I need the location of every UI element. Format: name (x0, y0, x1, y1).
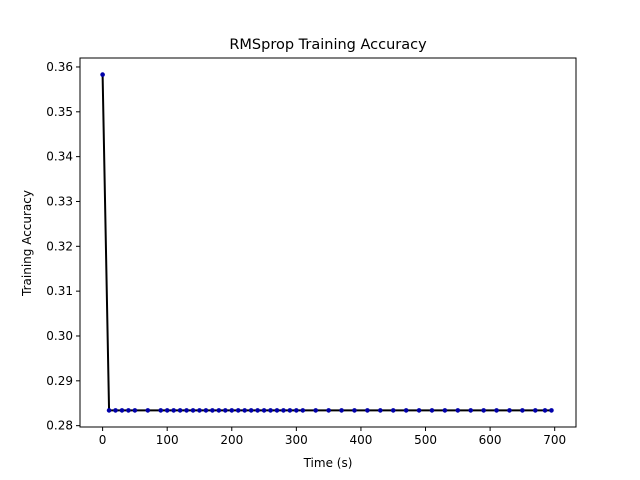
data-point (378, 408, 383, 413)
data-point (126, 408, 131, 413)
data-point (177, 408, 183, 413)
data-point (281, 408, 286, 413)
data-point (455, 408, 461, 413)
data-point (242, 408, 247, 413)
x-tick-label: 400 (349, 433, 372, 447)
data-point (365, 408, 370, 413)
data-point (261, 408, 267, 413)
data-point (274, 408, 280, 413)
data-point (216, 408, 222, 413)
data-point (223, 408, 228, 413)
data-point (326, 408, 331, 413)
x-tick-label: 300 (285, 433, 308, 447)
y-tick-label: 0.35 (46, 105, 73, 119)
chart-title: RMSprop Training Accuracy (229, 37, 427, 53)
y-tick-label: 0.31 (46, 284, 73, 298)
data-point (507, 408, 512, 413)
data-point (494, 408, 499, 413)
y-tick-label: 0.32 (46, 239, 73, 253)
x-tick-label: 200 (220, 433, 243, 447)
y-tick-label: 0.30 (46, 329, 73, 343)
data-point (255, 408, 260, 413)
data-point (203, 408, 209, 413)
data-point (164, 408, 170, 413)
data-point (533, 408, 538, 413)
y-tick-label: 0.28 (46, 419, 73, 433)
data-point (100, 72, 105, 77)
data-point (313, 408, 319, 413)
data-point (542, 408, 548, 413)
data-point (210, 408, 215, 413)
data-point (106, 408, 112, 413)
plot-frame (79, 57, 577, 428)
data-point (403, 408, 409, 413)
data-point (468, 408, 474, 413)
data-point (416, 408, 422, 413)
y-tick-label: 0.33 (46, 194, 73, 208)
data-point (229, 408, 235, 413)
data-point (113, 408, 118, 413)
data-point (145, 408, 151, 413)
x-tick-label: 100 (156, 433, 179, 447)
y-tick-label: 0.29 (46, 374, 73, 388)
data-point (442, 408, 448, 413)
x-tick-label: 700 (543, 433, 566, 447)
y-axis: 0.28 0.29 0.30 0.31 0.32 0.33 0.34 0.35 0.36 (46, 60, 80, 433)
data-point (197, 408, 202, 413)
data-point (300, 408, 306, 413)
data-point (390, 408, 396, 413)
x-tick-label: 500 (414, 433, 437, 447)
data-point (184, 408, 189, 413)
data-point (248, 408, 254, 413)
data-point (190, 408, 196, 413)
x-axis-label: Time (s) (303, 456, 353, 470)
data-point (235, 408, 241, 413)
data-point (352, 408, 357, 413)
x-tick-label: 0 (99, 433, 107, 447)
data-point (294, 408, 299, 413)
series-layer (100, 72, 554, 413)
data-point (268, 408, 273, 413)
data-point (171, 408, 176, 413)
data-point (287, 408, 293, 413)
data-point (132, 408, 138, 413)
data-point (520, 408, 525, 413)
x-axis: 0 100 200 300 400 500 600 700 (99, 427, 566, 447)
data-point (339, 408, 344, 413)
data-point (119, 408, 125, 413)
data-point (158, 408, 164, 413)
y-tick-label: 0.34 (46, 150, 73, 164)
x-tick-label: 600 (479, 433, 502, 447)
y-tick-label: 0.36 (46, 60, 73, 74)
data-point (481, 408, 486, 413)
data-point (549, 408, 554, 413)
y-axis-label: Training Accuracy (20, 190, 34, 297)
series-line (101, 74, 552, 412)
data-point (429, 408, 435, 413)
